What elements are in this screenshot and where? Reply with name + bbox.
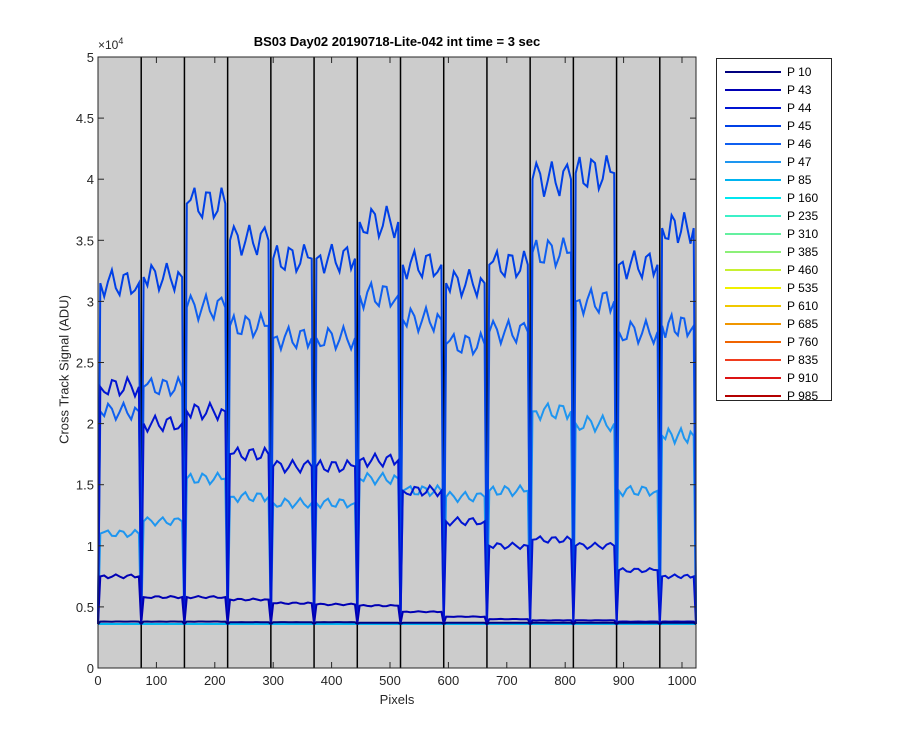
series-line-p-10	[97, 620, 697, 626]
y-tick-label: 0.5	[76, 600, 94, 615]
legend-item: P 160	[717, 189, 831, 207]
legend-swatch	[725, 359, 781, 361]
legend-swatch	[725, 395, 781, 397]
legend-label: P 610	[787, 299, 819, 313]
legend-label: P 235	[787, 209, 819, 223]
x-tick-label: 0	[94, 673, 101, 688]
legend-label: P 460	[787, 263, 819, 277]
y-tick-label: 1	[87, 539, 94, 554]
legend-label: P 47	[787, 155, 812, 169]
legend-item: P 85	[717, 171, 831, 189]
legend-swatch	[725, 323, 781, 325]
legend-label: P 45	[787, 119, 812, 133]
legend-label: P 160	[787, 191, 819, 205]
legend-swatch	[725, 305, 781, 307]
legend-item: P 760	[717, 333, 831, 351]
x-tick-label: 1000	[668, 673, 697, 688]
legend-label: P 685	[787, 317, 819, 331]
series-layer	[97, 155, 697, 627]
legend-swatch	[725, 107, 781, 109]
tick-label-layer: 0 100 200 300 400 500 600 700 800 900 1000 0 0.5 1 1.5…	[76, 50, 697, 688]
y-axis-exponent: ×104	[98, 36, 123, 52]
legend-swatch	[725, 89, 781, 91]
legend-swatch	[725, 269, 781, 271]
y-tick-label: 0	[87, 661, 94, 676]
y-tick-label: 3	[87, 294, 94, 309]
legend-label: P 760	[787, 335, 819, 349]
legend-item: P 460	[717, 261, 831, 279]
legend-swatch	[725, 161, 781, 163]
legend-item: P 44	[717, 99, 831, 117]
chart-title: BS03 Day02 20190718-Lite-042 int time = …	[253, 34, 541, 49]
legend-item: P 10	[717, 63, 831, 81]
x-tick-label: 900	[613, 673, 635, 688]
legend-item: P 535	[717, 279, 831, 297]
legend-swatch	[725, 197, 781, 199]
legend-label: P 44	[787, 101, 812, 115]
y-tick-label: 4	[87, 172, 94, 187]
y-tick-label: 3.5	[76, 233, 94, 248]
legend-label: P 10	[787, 65, 812, 79]
x-tick-label: 400	[321, 673, 343, 688]
y-tick-label: 5	[87, 50, 94, 65]
legend-item: P 43	[717, 81, 831, 99]
legend-item: P 910	[717, 369, 831, 387]
legend-label: P 43	[787, 83, 812, 97]
legend-item: P 47	[717, 153, 831, 171]
legend-swatch	[725, 179, 781, 181]
legend-item: P 385	[717, 243, 831, 261]
legend-swatch	[725, 377, 781, 379]
legend-item: P 235	[717, 207, 831, 225]
y-tick-label: 2.5	[76, 356, 94, 371]
y-tick-label: 2	[87, 417, 94, 432]
x-tick-label: 200	[204, 673, 226, 688]
x-tick-label: 800	[554, 673, 576, 688]
x-tick-label: 500	[379, 673, 401, 688]
legend-swatch	[725, 143, 781, 145]
legend-item: P 610	[717, 297, 831, 315]
x-tick-label: 300	[262, 673, 284, 688]
y-exponent-power: 4	[118, 36, 124, 46]
legend-swatch	[725, 287, 781, 289]
y-axis-label: Cross Track Signal (ADU)	[56, 295, 72, 444]
y-exponent-base: ×10	[98, 38, 119, 52]
legend-item: P 985	[717, 387, 831, 405]
x-tick-label: 100	[146, 673, 168, 688]
x-axis-label: Pixels	[379, 692, 415, 707]
legend-label: P 46	[787, 137, 812, 151]
legend-item: P 835	[717, 351, 831, 369]
legend-label: P 85	[787, 173, 812, 187]
plot-background	[98, 57, 696, 668]
legend-swatch	[725, 71, 781, 73]
legend-item: P 45	[717, 117, 831, 135]
legend-item: P 685	[717, 315, 831, 333]
legend-label: P 985	[787, 389, 819, 403]
legend-item: P 310	[717, 225, 831, 243]
legend-label: P 835	[787, 353, 819, 367]
legend-label: P 535	[787, 281, 819, 295]
legend-swatch	[725, 215, 781, 217]
legend-swatch	[725, 251, 781, 253]
legend-label: P 385	[787, 245, 819, 259]
legend-label: P 910	[787, 371, 819, 385]
legend-swatch	[725, 233, 781, 235]
x-tick-label: 700	[496, 673, 518, 688]
plot-background-layer	[98, 57, 696, 668]
y-tick-label: 4.5	[76, 111, 94, 126]
chart-legend: P 10 P 43 P 44 P 45 P 46 P 47 P 85 P 160 P 235 P …	[716, 58, 832, 403]
legend-item: P 46	[717, 135, 831, 153]
legend-label: P 310	[787, 227, 819, 241]
y-tick-label: 1.5	[76, 478, 94, 493]
legend-swatch	[725, 341, 781, 343]
x-tick-label: 600	[438, 673, 460, 688]
legend-swatch	[725, 125, 781, 127]
